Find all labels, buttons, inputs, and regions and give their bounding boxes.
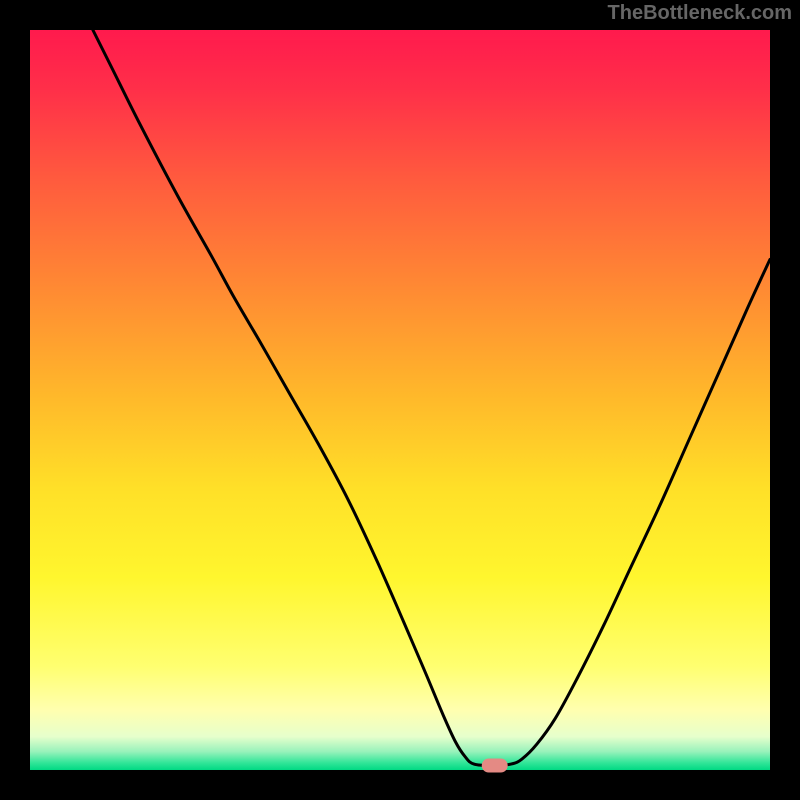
plot-background xyxy=(30,30,770,770)
bottleneck-chart xyxy=(0,0,800,800)
optimal-marker xyxy=(482,759,508,773)
watermark-text: TheBottleneck.com xyxy=(608,2,792,25)
